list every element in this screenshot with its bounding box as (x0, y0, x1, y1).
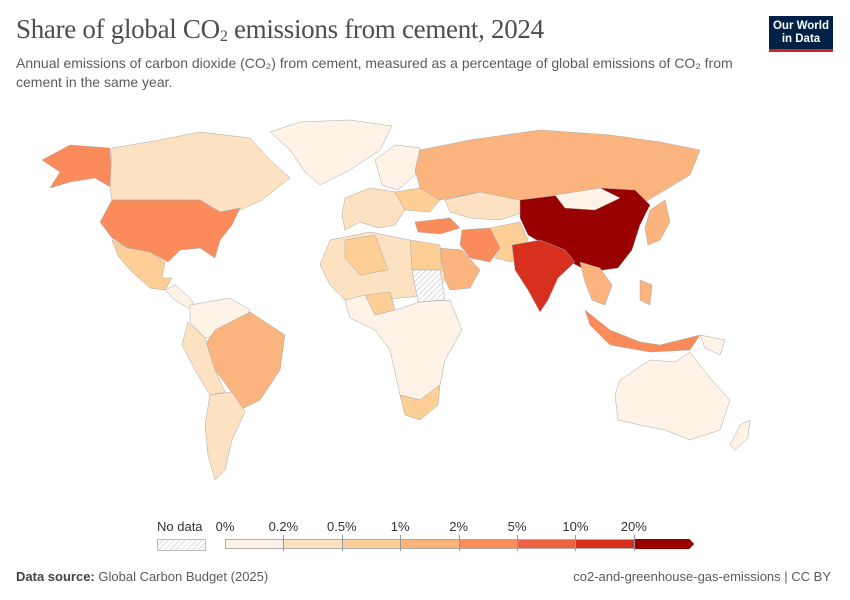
legend-tick-label: 5% (507, 519, 527, 534)
legend-bin[interactable] (517, 539, 577, 549)
data-source-link[interactable]: Global Carbon Budget (2025) (98, 569, 269, 584)
legend-no-data-swatch (157, 539, 206, 551)
chart-title: Share of global CO2 emissions from cemen… (16, 14, 544, 45)
country-turkey[interactable] (414, 217, 461, 235)
legend-tick (575, 535, 577, 551)
legend-tick-label: 20% (620, 519, 647, 534)
country-japan-korea[interactable] (644, 199, 671, 246)
legend-bin[interactable] (400, 539, 460, 549)
legend-tick-label: 2% (449, 519, 468, 534)
legend-tick (517, 535, 518, 551)
country-kazakhstan[interactable] (444, 191, 526, 221)
country-papua[interactable] (699, 334, 726, 356)
legend-tick (341, 535, 343, 551)
country-mongolia[interactable] (554, 187, 621, 211)
country-china[interactable] (519, 187, 651, 273)
country-southeast-asia[interactable] (579, 261, 613, 306)
owid-logo[interactable]: Our World in Data (769, 16, 833, 52)
country-argentina-chile[interactable] (204, 391, 246, 481)
legend-bin[interactable] (575, 539, 635, 549)
country-egypt[interactable] (409, 239, 443, 271)
country-scandinavia[interactable] (374, 144, 421, 191)
country-central-africa[interactable] (344, 294, 463, 401)
country-greenland[interactable] (269, 119, 393, 186)
country-peru-bolivia[interactable] (181, 321, 226, 396)
country-south-africa[interactable] (399, 384, 441, 421)
country-australia[interactable] (614, 351, 731, 441)
legend-bin[interactable] (341, 539, 402, 549)
chart-subtitle: Annual emissions of carbon dioxide (CO₂)… (16, 55, 733, 90)
legend-bin[interactable] (633, 539, 695, 549)
legend-tick-label: 0% (215, 519, 235, 534)
legend-tick (633, 535, 635, 551)
country-mexico[interactable] (111, 239, 173, 291)
country-ukraine-poland[interactable] (394, 187, 441, 213)
legend-tick-label: 0.2% (268, 519, 299, 534)
legend-bin[interactable] (225, 539, 285, 549)
legend-tick-label: 10% (562, 519, 589, 534)
legend-tick (400, 535, 402, 551)
data-source: Data source: Global Carbon Budget (2025) (16, 569, 269, 584)
country-europe-west[interactable] (341, 187, 406, 231)
country-india[interactable] (511, 239, 576, 313)
legend-tick-label: 1% (390, 519, 410, 534)
legend-no-data-label: No data (157, 519, 203, 534)
country-indonesia[interactable] (584, 309, 701, 353)
country-new-zealand[interactable] (729, 419, 751, 451)
country-philippines[interactable] (639, 279, 653, 306)
color-legend: No data 0% 0.2% 0.5% 1% 2% 5% 10% 20% (0, 515, 850, 555)
country-usa[interactable] (99, 199, 241, 263)
country-algeria[interactable] (344, 234, 389, 276)
country-alaska[interactable] (41, 144, 113, 189)
country-sudan-nodata[interactable] (411, 269, 446, 303)
world-map (41, 119, 751, 481)
footer-license[interactable]: co2-and-greenhouse-gas-emissions | CC BY (573, 569, 831, 584)
legend-tick (458, 535, 460, 551)
legend-tick (283, 535, 285, 551)
country-russia[interactable] (414, 129, 701, 206)
legend-bin[interactable] (283, 539, 343, 549)
legend-tick-label: 0.5% (326, 519, 357, 534)
legend-bin[interactable] (458, 539, 518, 549)
